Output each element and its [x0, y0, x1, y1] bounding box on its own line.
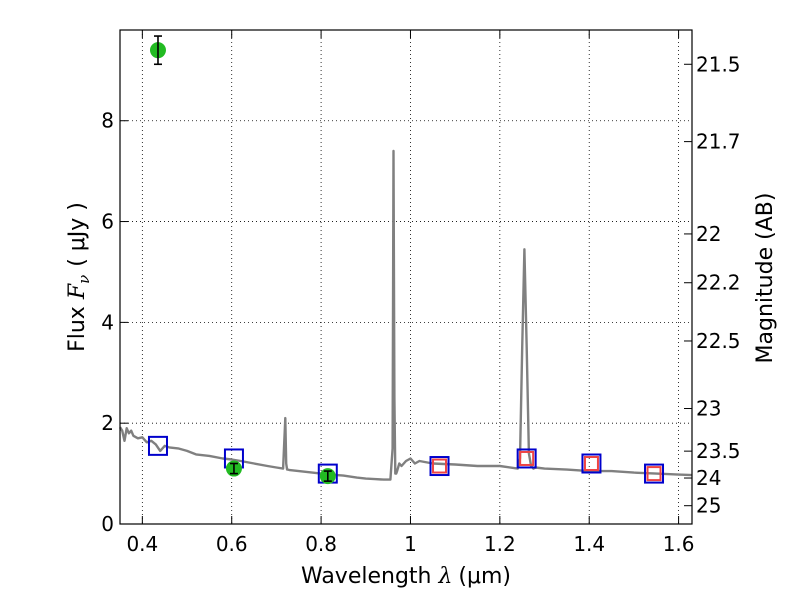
spectrum-line [118, 149, 693, 481]
model-photometry-point [581, 453, 602, 474]
x-axis-label: Wavelength λ (μm) [301, 564, 511, 589]
y-tick-label: 8 [101, 109, 114, 133]
y-tick-label: 4 [101, 310, 114, 334]
upper-limit-point [646, 466, 662, 482]
mag-tick-label: 22.2 [696, 271, 741, 295]
series-layer [118, 35, 693, 485]
x-tick-label: 1.2 [484, 532, 516, 556]
x-tick-label: 0.4 [126, 532, 158, 556]
mag-tick-label: 25 [696, 494, 721, 518]
x-tick-label: 1.4 [573, 532, 605, 556]
model-photometry-point [644, 463, 665, 484]
mag-tick-label: 23.5 [696, 439, 741, 463]
model-photometry-point [516, 448, 537, 469]
y-tick-label: 2 [101, 411, 114, 435]
mag-tick-label: 24 [696, 466, 721, 490]
model-photometry-point [147, 435, 168, 456]
mag-tick-label: 21.7 [696, 130, 741, 154]
mag-tick-label: 23 [696, 397, 721, 421]
mag-tick-label: 21.5 [696, 52, 741, 76]
x-tick-label: 1.6 [663, 532, 695, 556]
y-tick-label: 0 [101, 512, 114, 536]
ticks-layer: 0.4 0.6 0.8 1 1.2 1.4 1.60246821.521.72222.222… [101, 30, 741, 556]
grid-layer [120, 30, 692, 525]
mag-tick-label: 22.5 [696, 329, 741, 353]
upper-limit-point [519, 450, 535, 466]
y-tick-label: 6 [101, 210, 114, 234]
y2-axis-label: Magnitude (AB) [753, 193, 778, 364]
mag-tick-label: 22 [696, 222, 721, 246]
x-tick-label: 1 [404, 532, 417, 556]
x-tick-label: 0.8 [305, 532, 337, 556]
plot-border [119, 29, 693, 525]
upper-limit-point [432, 458, 448, 474]
upper-limit-point [583, 456, 599, 472]
x-tick-label: 0.6 [216, 532, 248, 556]
y-axis-label: Flux Fν( μJy ) [65, 202, 93, 352]
plot-frame [119, 29, 693, 525]
model-photometry-point [429, 456, 450, 477]
